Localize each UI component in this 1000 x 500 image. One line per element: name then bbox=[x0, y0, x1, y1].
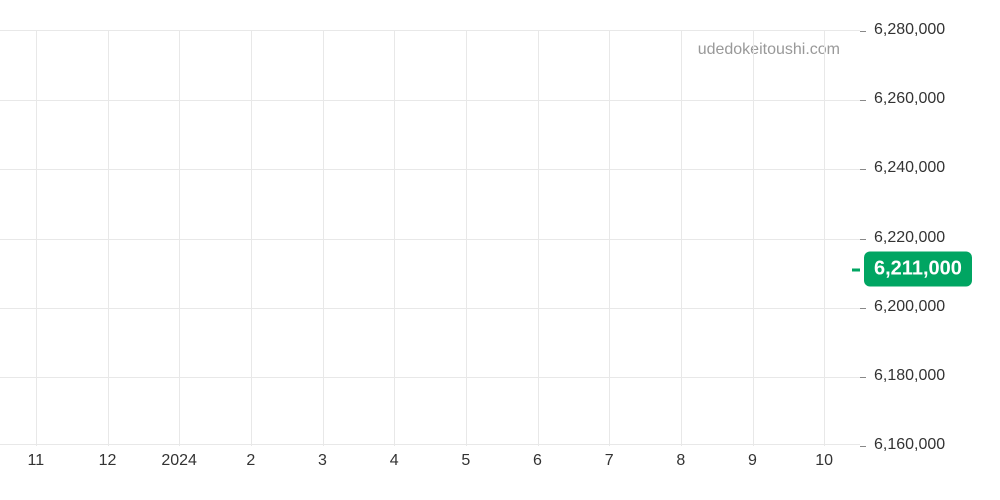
watermark-text: udedokeitoushi.com bbox=[698, 41, 840, 59]
ytick-mark bbox=[860, 308, 866, 309]
plot-area: udedokeitoushi.com bbox=[0, 30, 860, 445]
gridline-vertical bbox=[824, 31, 825, 446]
gridline-vertical bbox=[466, 31, 467, 446]
gridline-horizontal bbox=[0, 239, 860, 240]
gridline-vertical bbox=[753, 31, 754, 446]
data-point-marker bbox=[852, 268, 860, 271]
gridline-vertical bbox=[36, 31, 37, 446]
gridline-vertical bbox=[609, 31, 610, 446]
gridline-horizontal bbox=[0, 377, 860, 378]
xaxis-label: 8 bbox=[676, 452, 685, 470]
xaxis-label: 3 bbox=[318, 452, 327, 470]
gridline-vertical bbox=[681, 31, 682, 446]
gridline-vertical bbox=[538, 31, 539, 446]
gridline-horizontal bbox=[0, 308, 860, 309]
xaxis-label: 2 bbox=[246, 452, 255, 470]
yaxis-label: 6,160,000 bbox=[874, 436, 945, 454]
yaxis-label: 6,280,000 bbox=[874, 21, 945, 39]
xaxis-label: 9 bbox=[748, 452, 757, 470]
yaxis-label: 6,240,000 bbox=[874, 159, 945, 177]
xaxis-label: 4 bbox=[390, 452, 399, 470]
ytick-mark bbox=[860, 446, 866, 447]
xaxis-label: 2024 bbox=[161, 452, 197, 470]
xaxis-label: 10 bbox=[815, 452, 833, 470]
ytick-mark bbox=[860, 31, 866, 32]
yaxis-label: 6,180,000 bbox=[874, 367, 945, 385]
ytick-mark bbox=[860, 100, 866, 101]
xaxis-label: 12 bbox=[99, 452, 117, 470]
gridline-vertical bbox=[323, 31, 324, 446]
ytick-mark bbox=[860, 239, 866, 240]
gridline-vertical bbox=[394, 31, 395, 446]
gridline-horizontal bbox=[0, 100, 860, 101]
gridline-horizontal bbox=[0, 169, 860, 170]
xaxis-label: 11 bbox=[28, 452, 45, 470]
gridline-vertical bbox=[108, 31, 109, 446]
xaxis-label: 6 bbox=[533, 452, 542, 470]
yaxis-label: 6,220,000 bbox=[874, 229, 945, 247]
yaxis-label: 6,200,000 bbox=[874, 298, 945, 316]
xaxis-label: 7 bbox=[605, 452, 614, 470]
xaxis-label: 5 bbox=[461, 452, 470, 470]
price-chart: udedokeitoushi.com bbox=[0, 30, 860, 445]
yaxis-label: 6,260,000 bbox=[874, 90, 945, 108]
current-price-badge: 6,211,000 bbox=[864, 251, 972, 286]
gridline-vertical bbox=[251, 31, 252, 446]
gridline-vertical bbox=[179, 31, 180, 446]
ytick-mark bbox=[860, 169, 866, 170]
ytick-mark bbox=[860, 377, 866, 378]
